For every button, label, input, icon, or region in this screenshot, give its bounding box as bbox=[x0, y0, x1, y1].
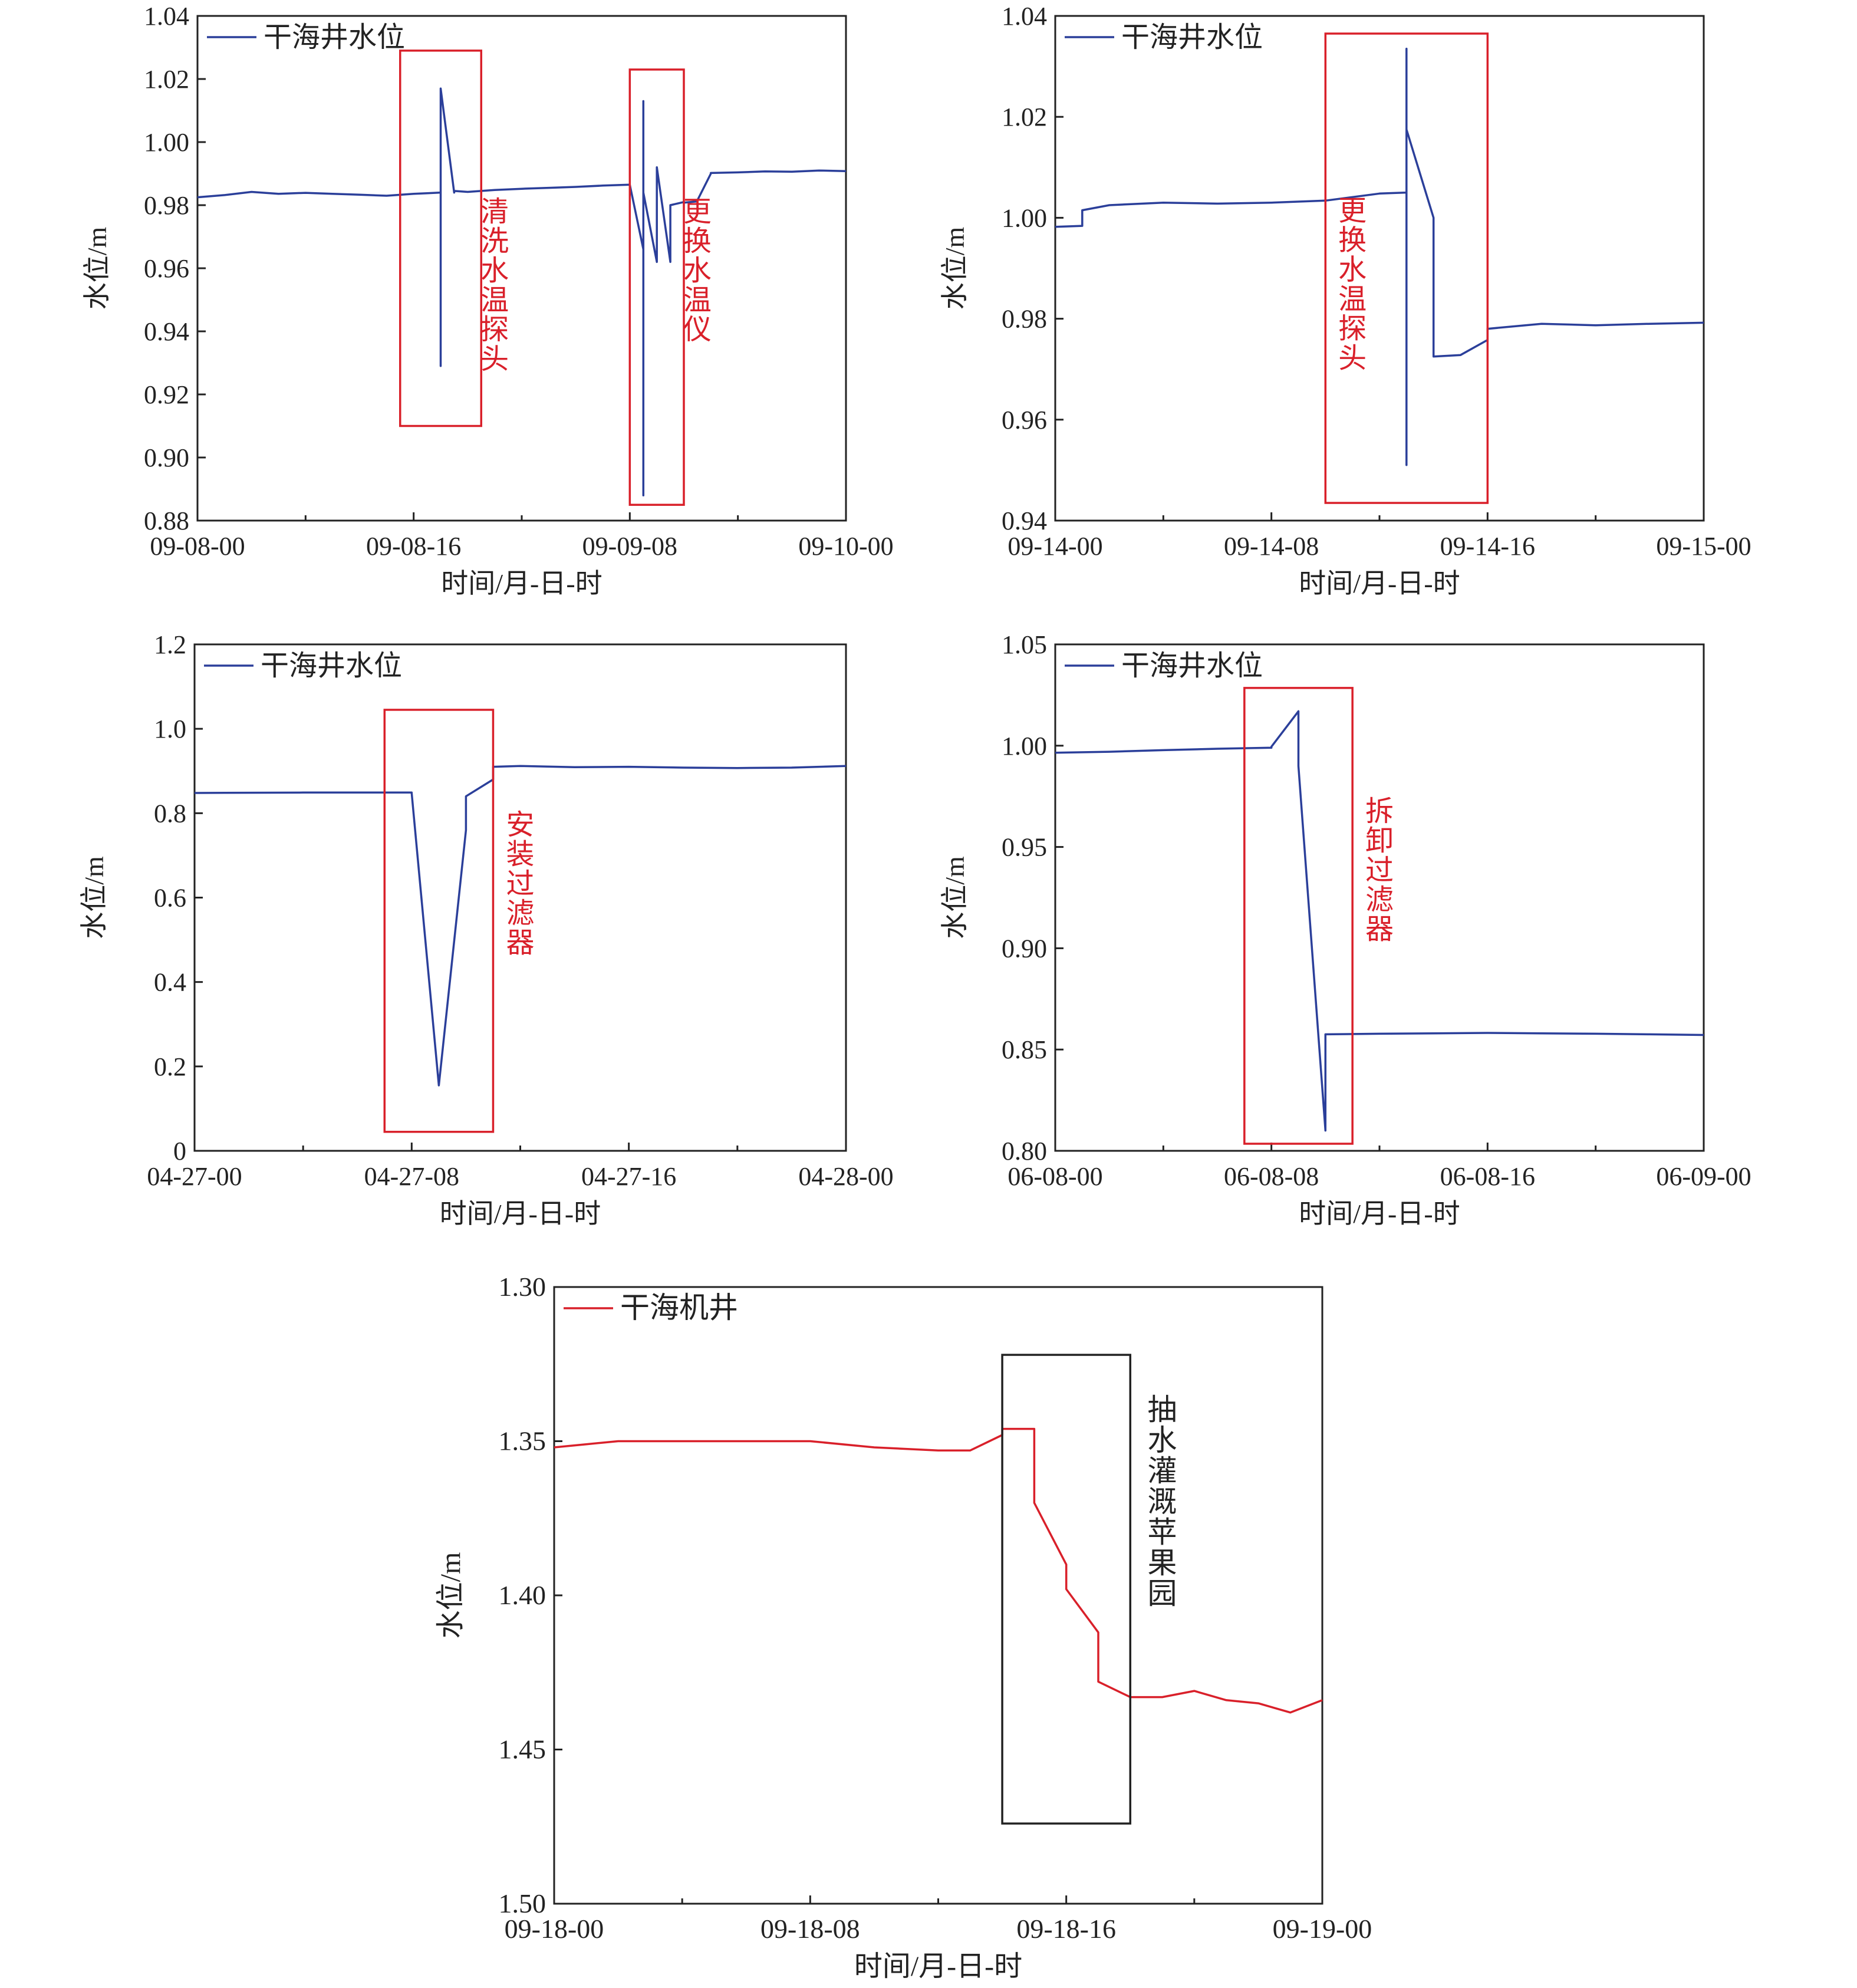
x-tick-label: 06-08-16 bbox=[1440, 1162, 1535, 1191]
y-tick-label: 1.30 bbox=[499, 1272, 546, 1302]
y-tick-label: 0.8 bbox=[154, 799, 186, 828]
x-tick-label: 06-09-00 bbox=[1656, 1162, 1751, 1191]
x-tick-label: 09-18-00 bbox=[505, 1914, 604, 1944]
y-tick-label: 0.88 bbox=[144, 506, 189, 535]
x-tick-label: 09-09-08 bbox=[582, 532, 677, 561]
x-tick-label: 09-10-00 bbox=[798, 532, 893, 561]
x-tick-label: 09-18-16 bbox=[1016, 1914, 1116, 1944]
x-tick-label: 09-08-00 bbox=[150, 532, 245, 561]
x-tick-label: 09-08-16 bbox=[366, 532, 461, 561]
y-tick-label: 0.92 bbox=[144, 380, 189, 409]
y-tick-label: 1.2 bbox=[154, 630, 186, 659]
x-axis-label: 时间/月-日-时 bbox=[1299, 1199, 1460, 1229]
y-axis-label: 水位/m bbox=[79, 856, 109, 939]
y-axis-label: 水位/m bbox=[435, 1552, 466, 1639]
y-tick-label: 1.50 bbox=[499, 1888, 546, 1918]
y-tick-label: 1.00 bbox=[1002, 203, 1047, 232]
series-line-1 bbox=[554, 1427, 1323, 1714]
x-tick-label: 09-14-08 bbox=[1224, 532, 1319, 561]
y-tick-label: 0.4 bbox=[154, 968, 186, 997]
y-tick-label: 0.90 bbox=[144, 443, 189, 472]
annotation-text: 安装过滤器 bbox=[506, 809, 534, 959]
y-tick-label: 0.98 bbox=[1002, 305, 1047, 334]
y-tick-label: 0.94 bbox=[1002, 506, 1047, 535]
y-axis-label: 水位/m bbox=[940, 227, 970, 310]
y-tick-label: 1.04 bbox=[1002, 2, 1047, 31]
y-tick-label: 0.85 bbox=[1002, 1035, 1047, 1064]
y-tick-label: 1.35 bbox=[499, 1426, 546, 1456]
y-axis-label: 水位/m bbox=[82, 227, 112, 310]
annotation-box bbox=[383, 709, 495, 1133]
y-tick-label: 1.00 bbox=[1002, 732, 1047, 761]
y-tick-label: 1.02 bbox=[1002, 103, 1047, 131]
legend-label: 干海井水位 bbox=[1121, 22, 1263, 53]
series-line-1 bbox=[197, 87, 847, 496]
annotation-box bbox=[1324, 32, 1489, 504]
x-tick-label: 09-14-16 bbox=[1440, 532, 1535, 561]
x-tick-label: 06-08-08 bbox=[1224, 1162, 1319, 1191]
y-tick-label: 0.2 bbox=[154, 1052, 186, 1081]
y-axis-label: 水位/m bbox=[940, 856, 970, 939]
legend-label: 干海井水位 bbox=[261, 650, 402, 682]
y-tick-label: 1.0 bbox=[154, 715, 186, 743]
x-tick-label: 09-18-08 bbox=[760, 1914, 860, 1944]
plot-frame bbox=[196, 15, 847, 522]
x-axis-label: 时间/月-日-时 bbox=[1299, 568, 1460, 598]
y-tick-label: 0.96 bbox=[144, 254, 189, 283]
y-tick-label: 1.05 bbox=[1002, 630, 1047, 659]
x-tick-label: 09-14-00 bbox=[1007, 532, 1102, 561]
y-tick-label: 1.45 bbox=[499, 1734, 546, 1765]
annotation-text: 抽水灌溉苹果园 bbox=[1148, 1393, 1177, 1610]
series-line-1 bbox=[1055, 47, 1704, 466]
x-tick-label: 09-19-00 bbox=[1273, 1914, 1372, 1944]
y-tick-label: 0.80 bbox=[1002, 1137, 1047, 1166]
x-tick-label: 04-27-08 bbox=[364, 1162, 459, 1191]
chart-4: 0.80 0.85 0.90 0.95 1.00 1.05 06-08-00 06-08-08… bbox=[940, 630, 1751, 1229]
y-tick-label: 1.04 bbox=[144, 2, 189, 31]
y-tick-label: 0.98 bbox=[144, 191, 189, 220]
y-tick-label: 0.96 bbox=[1002, 406, 1047, 435]
y-tick-label: 0.94 bbox=[144, 317, 189, 346]
x-tick-label: 04-27-00 bbox=[147, 1162, 242, 1191]
series-line-1 bbox=[1055, 710, 1704, 1132]
x-tick-label: 04-28-00 bbox=[798, 1162, 893, 1191]
annotation-box bbox=[399, 50, 482, 427]
annotation-text: 拆卸过滤器 bbox=[1365, 796, 1394, 945]
x-axis-label: 时间/月-日-时 bbox=[440, 1199, 601, 1229]
annotation-text: 清洗水温探头 bbox=[480, 196, 509, 375]
chart-2: 0.94 0.96 0.98 1.00 1.02 1.04 09-14-00 09-14-08… bbox=[940, 2, 1751, 598]
legend-label: 干海井水位 bbox=[1121, 650, 1263, 682]
y-tick-label: 0 bbox=[173, 1137, 186, 1166]
annotation-text: 更换水温仪 bbox=[683, 196, 712, 345]
chart-1: 0.88 0.90 0.92 0.94 0.96 0.98 1.00 1.02 1.04 09-0… bbox=[82, 2, 894, 598]
y-tick-label: 0.6 bbox=[154, 884, 186, 913]
annotation-box bbox=[1243, 687, 1354, 1145]
y-tick-label: 1.02 bbox=[144, 65, 189, 94]
y-tick-label: 0.90 bbox=[1002, 934, 1047, 963]
plot-frame bbox=[1054, 15, 1705, 522]
y-tick-label: 0.95 bbox=[1002, 833, 1047, 862]
plot-frame bbox=[553, 1286, 1323, 1905]
y-tick-label: 1.40 bbox=[499, 1580, 546, 1610]
legend-label: 干海井水位 bbox=[264, 22, 405, 53]
annotation-box bbox=[1001, 1354, 1132, 1825]
x-tick-label: 06-08-00 bbox=[1007, 1162, 1102, 1191]
legend-label: 干海机井 bbox=[620, 1291, 738, 1324]
annotation-box bbox=[628, 68, 685, 506]
x-axis-label: 时间/月-日-时 bbox=[441, 568, 602, 598]
x-axis-label: 时间/月-日-时 bbox=[854, 1951, 1022, 1982]
x-tick-label: 04-27-16 bbox=[581, 1162, 676, 1191]
annotation-text: 更换水温探头 bbox=[1338, 196, 1367, 374]
y-tick-label: 1.00 bbox=[144, 128, 189, 157]
chart-3: 0 0.2 0.4 0.6 0.8 1.0 1.2 04-27-00 04-27-08 04-27… bbox=[79, 630, 894, 1229]
x-tick-label: 09-15-00 bbox=[1656, 532, 1751, 561]
